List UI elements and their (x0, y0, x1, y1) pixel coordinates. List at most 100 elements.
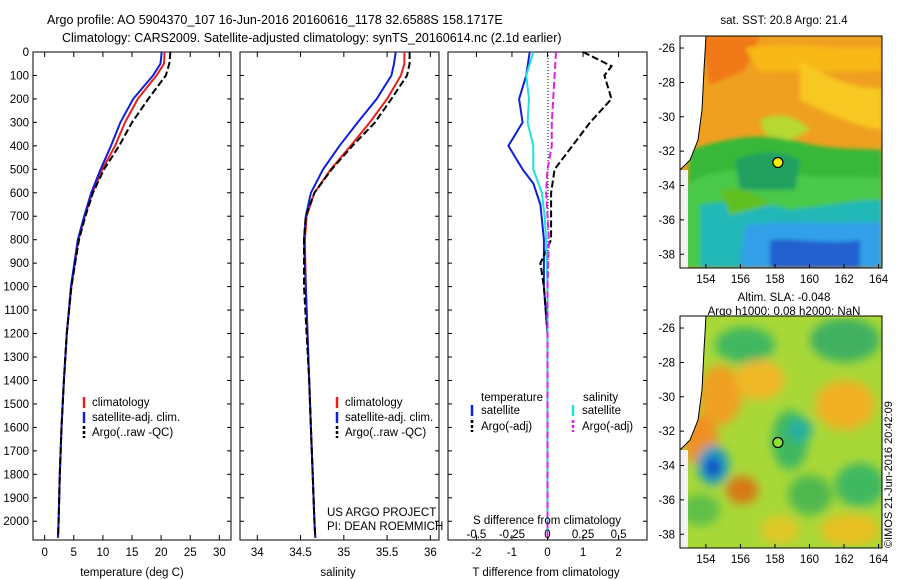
map-x-tick-label: 158 (765, 554, 784, 566)
x-tick-label: 36 (424, 547, 437, 559)
map-x-tick-label: 156 (731, 274, 750, 286)
legend-label: Argo(-adj) (481, 421, 532, 433)
series-line-satellite-adj-clim- (302, 51, 397, 538)
map-y-tick-label: -36 (658, 495, 675, 507)
map-x-tick-label: 154 (696, 274, 716, 286)
map-x-tick-label: 162 (834, 274, 853, 286)
x-tick-label: 35 (337, 547, 350, 559)
x-tick-label: 34.5 (289, 547, 311, 559)
legend-label: satellite (582, 405, 621, 417)
map-x-tick-label: 154 (696, 554, 716, 566)
series-line-salinity-argo-adj- (545, 51, 557, 538)
difference-legend: temperature salinity satellite Argo(-adj… (470, 392, 633, 433)
x-top-tick-label: -0.25 (499, 529, 525, 541)
y-tick-label: 900 (10, 258, 29, 270)
map-x-tick-label: 158 (765, 274, 784, 286)
difference-xlabel: T difference from climatology (472, 567, 619, 579)
x-tick-label: 2 (615, 547, 621, 559)
map-x-tick-label: 160 (800, 554, 819, 566)
x-tick-label: 5 (71, 547, 77, 559)
temperature-panel: 0100200300400500600700800900100011001200… (3, 47, 232, 579)
sla-map-frame (679, 315, 883, 549)
y-tick-label: 1400 (3, 375, 29, 387)
map-y-tick-label: -30 (658, 112, 675, 124)
x-tick-label: -1 (507, 547, 517, 559)
y-tick-label: 200 (10, 94, 29, 106)
difference-panel: -2 -1 0 1 2 T difference from climatology S … (447, 51, 648, 579)
timestamp: ©IMOS 21-Jun-2016 20:42:09 (883, 401, 895, 548)
x-tick-label: 10 (96, 547, 109, 559)
x-tick-label: 1 (580, 547, 586, 559)
x-tick-label: 30 (213, 547, 226, 559)
series-line-argo-raw-qc- (57, 51, 172, 538)
map-x-tick-label: 162 (834, 554, 853, 566)
sla-map: Altim. SLA: -0.048 Argo h1000: 0.08 h200… (658, 292, 888, 566)
x-tick-label: 35.5 (376, 547, 398, 559)
y-tick-label: 1300 (3, 352, 29, 364)
temperature-axes-frame (32, 51, 232, 541)
salinity-legend: climatology satellite-adj. clim. Argo(..… (335, 397, 433, 439)
sla-map-subtitle: Argo h1000: 0.08 h2000: NaN (708, 306, 861, 318)
legend-label: Argo(-adj) (582, 421, 633, 433)
series-line-argo-raw-qc- (303, 52, 411, 538)
x-tick-label: -2 (471, 547, 481, 559)
legend-label: satellite-adj. clim. (92, 412, 180, 424)
legend-label: climatology (345, 397, 403, 409)
map-y-tick-label: -26 (658, 43, 675, 55)
map-y-tick-label: -32 (658, 146, 675, 158)
x-tick-label: 25 (184, 547, 197, 559)
credit-line-2: PI: DEAN ROEMMICH (327, 521, 443, 533)
x-tick-label: 34 (251, 547, 264, 559)
legend-label: satellite-adj. clim. (345, 412, 433, 424)
y-tick-label: 700 (10, 211, 29, 223)
map-y-tick-label: -28 (658, 77, 675, 89)
sst-map-frame (679, 35, 883, 269)
x-tick-label: 0 (544, 547, 550, 559)
y-tick-label: 500 (10, 164, 29, 176)
y-tick-label: 100 (10, 70, 29, 82)
legend-label: satellite (481, 405, 520, 417)
title-line-1: Argo profile: AO 5904370_107 16-Jun-2016… (47, 13, 503, 27)
map-y-tick-label: -32 (658, 426, 675, 438)
temperature-xlabel: temperature (deg C) (80, 567, 184, 579)
y-tick-label: 0 (23, 47, 29, 59)
argo-float-marker (772, 436, 784, 449)
temperature-legend: climatology satellite-adj. clim. Argo(..… (82, 397, 180, 439)
salinity-xlabel: salinity (320, 567, 355, 579)
y-tick-label: 300 (10, 117, 29, 129)
sst-map-title: sat. SST: 20.8 Argo: 21.4 (720, 15, 848, 27)
sst-map: sat. SST: 20.8 Argo: 21.4 (658, 15, 888, 286)
series-line-satellite-adj-clim- (57, 51, 163, 538)
salinity-axes-frame (239, 51, 440, 541)
x-tick-label: 15 (126, 547, 139, 559)
y-tick-label: 800 (10, 235, 29, 247)
y-tick-label: 1000 (3, 282, 29, 294)
legend-label: Argo(..raw -QC) (92, 427, 173, 439)
map-x-tick-label: 156 (731, 554, 750, 566)
x-top-tick-label: 0.25 (572, 529, 594, 541)
map-y-tick-label: -28 (658, 357, 675, 369)
y-tick-label: 1600 (3, 422, 29, 434)
y-tick-label: 1700 (3, 446, 29, 458)
map-x-tick-label: 164 (869, 554, 889, 566)
sla-field (680, 316, 882, 548)
map-x-tick-label: 164 (869, 274, 889, 286)
coastline (680, 316, 707, 451)
map-y-tick-label: -30 (658, 392, 675, 404)
x-top-tick-label: -0.5 (467, 529, 487, 541)
coastline (680, 36, 707, 171)
y-tick-label: 1200 (3, 329, 29, 341)
legend-label: climatology (92, 397, 150, 409)
series-line-climatology (57, 51, 166, 538)
map-y-tick-label: -38 (658, 529, 675, 541)
credit-line-1: US ARGO PROJECT (327, 507, 436, 519)
map-y-tick-label: -34 (658, 181, 675, 193)
x-tick-label: 20 (155, 547, 168, 559)
map-y-tick-label: -26 (658, 323, 675, 335)
y-tick-label: 600 (10, 188, 29, 200)
x-tick-label: 0 (41, 547, 47, 559)
sst-field (680, 36, 882, 268)
map-y-tick-label: -36 (658, 215, 675, 227)
x-top-tick-label: 0 (544, 529, 550, 541)
